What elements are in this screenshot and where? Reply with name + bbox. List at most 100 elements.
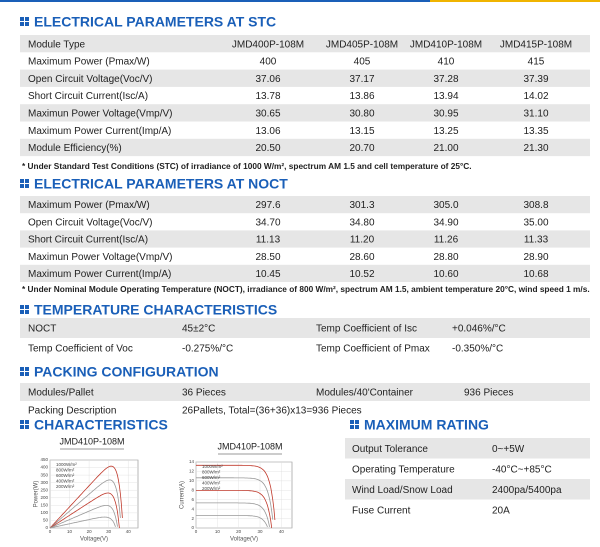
cell: 2400pa/5400pa [492, 485, 562, 496]
header-icon [25, 22, 29, 26]
cell: 28.90 [523, 252, 548, 263]
cell: 10.45 [255, 269, 280, 280]
x-tick-label: 0 [49, 529, 52, 534]
row-band [20, 264, 590, 282]
cell: -0.350%/°C [452, 344, 503, 355]
cell: 30.95 [433, 108, 458, 119]
cell: 14.02 [523, 91, 548, 102]
cell: 301.3 [349, 200, 374, 211]
cell: 10.60 [433, 269, 458, 280]
footnote: * Under Nominal Module Operating Tempera… [22, 284, 590, 294]
row-band [20, 69, 590, 87]
y-tick-label: 300 [40, 480, 48, 485]
header-icon [20, 310, 24, 314]
cell: 34.80 [349, 217, 374, 228]
x-axis-label: Voltage(V) [80, 537, 108, 543]
y-tick-label: 450 [40, 457, 48, 462]
section-title: TEMPERATURE CHARACTERISTICS [34, 302, 277, 318]
cell: Temp Coefficient of Pmax [316, 344, 430, 355]
cell: Module Type [28, 39, 86, 50]
cell: 37.17 [349, 74, 374, 85]
curve-label: 200W/m² [56, 484, 75, 489]
chart-title: JMD410P-108M [217, 441, 282, 451]
y-tick-label: 250 [40, 487, 48, 492]
cell: Maximum Power (Pmax/W) [28, 200, 150, 211]
header-icon [25, 372, 29, 376]
curve [49, 479, 121, 529]
header-icon [20, 17, 24, 21]
curve [196, 477, 274, 520]
y-tick-label: 50 [43, 518, 49, 523]
cell: Operating Temperature [352, 464, 455, 475]
header-icon [20, 420, 24, 424]
cell: 37.28 [433, 74, 458, 85]
cell: +0.046%/°C [452, 324, 506, 335]
cell: -0.275%/°C [182, 344, 233, 355]
cell: Temp Coefficient of Voc [28, 344, 133, 355]
cell: 31.10 [523, 108, 548, 119]
cell: 45±2°C [182, 324, 215, 335]
cell: 11.26 [434, 235, 459, 246]
x-tick-label: 0 [195, 529, 198, 534]
curve [196, 464, 276, 521]
cell: 37.06 [255, 74, 280, 85]
row-band [20, 138, 590, 157]
cell: 415 [528, 57, 545, 68]
header-icon [25, 420, 29, 424]
curve-label: 400W/m² [56, 479, 75, 484]
y-tick-label: 14 [189, 459, 195, 464]
y-tick-label: 100 [40, 510, 48, 515]
cell: 21.00 [433, 143, 458, 154]
cell: 13.15 [349, 126, 374, 137]
header-icon [25, 305, 29, 309]
y-tick-label: 10 [189, 478, 195, 483]
y-tick-label: 6 [191, 497, 194, 502]
x-tick-label: 40 [126, 529, 132, 534]
y-tick-label: 12 [189, 469, 195, 474]
y-tick-label: 400 [40, 465, 48, 470]
header-icon [355, 420, 359, 424]
cell: JMD410P-108M [410, 39, 482, 50]
plot-frame [195, 461, 293, 529]
cell: 11.13 [256, 235, 281, 246]
header-icon [25, 179, 29, 183]
cell: 410 [438, 57, 455, 68]
section-title: PACKING CONFIGURATION [34, 364, 219, 380]
curve-label: 600W/m² [202, 475, 221, 480]
cell: 11.20 [350, 235, 375, 246]
cell: 26Pallets, Total=(36+36)x13=936 Pieces [182, 406, 362, 417]
row-band [20, 318, 590, 338]
section-title: ELECTRICAL PARAMETERS AT NOCT [34, 176, 288, 192]
y-tick-label: 2 [191, 516, 194, 521]
header-icon [20, 22, 24, 26]
cell: 30.65 [255, 108, 280, 119]
cell: 13.35 [523, 126, 548, 137]
curve-label: 800W/m² [56, 468, 75, 473]
cell: Maximum Power Current(Imp/A) [28, 269, 171, 280]
curve [196, 502, 270, 527]
cell: JMD405P-108M [326, 39, 398, 50]
row-band [20, 383, 590, 401]
cell: 34.90 [433, 217, 458, 228]
cell: Short Circuit Current(Isc/A) [28, 91, 148, 102]
header-icon [25, 17, 29, 21]
chart-title: JMD410P-108M [59, 436, 124, 446]
cell: Open Circuit Voltage(Voc/V) [28, 217, 153, 228]
cell: 20A [492, 505, 510, 516]
y-tick-label: 0 [191, 525, 194, 530]
cell: 35.00 [523, 217, 548, 228]
top-rule-yellow [430, 0, 600, 2]
cell: Packing Description [28, 406, 116, 417]
cell: 13.06 [255, 126, 280, 137]
cell: Module Efficiency(%) [28, 143, 122, 154]
row-band [20, 196, 590, 214]
row-band [20, 230, 590, 248]
cell: 20.50 [255, 143, 280, 154]
header-icon [20, 184, 24, 188]
cell: Wind Load/Snow Load [352, 485, 453, 496]
cell: Temp Coefficient of Isc [316, 324, 417, 335]
cell: 13.86 [349, 91, 374, 102]
cell: 36 Pieces [182, 388, 226, 399]
y-tick-label: 0 [45, 525, 48, 530]
